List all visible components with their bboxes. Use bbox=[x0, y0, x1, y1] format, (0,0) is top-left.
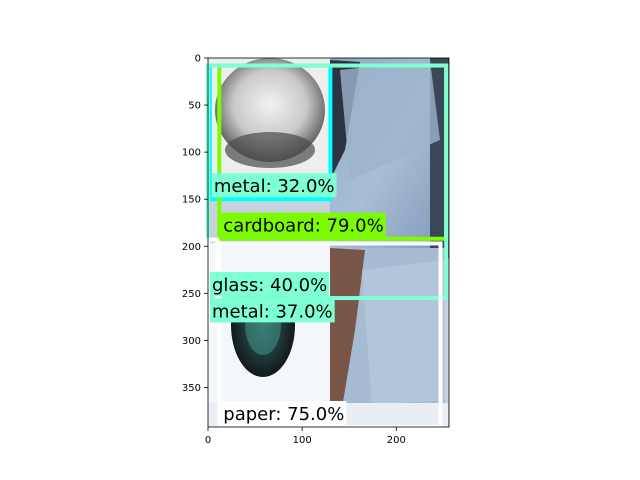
image-panel: metal: 32.0% cardboard: 79.0% glass: 40.0%… bbox=[182, 54, 450, 446]
y-tick-label: 200 bbox=[182, 242, 201, 253]
detection-labels: metal: 32.0% cardboard: 79.0% glass: 40.0%… bbox=[210, 173, 386, 425]
detection-label-bg bbox=[210, 298, 335, 323]
y-tick-label: 300 bbox=[182, 336, 201, 347]
photo-background bbox=[208, 58, 449, 427]
x-tick-label: 0 bbox=[205, 435, 211, 446]
y-tick-label: 350 bbox=[182, 383, 201, 394]
detection-label-bg bbox=[221, 401, 347, 425]
detection-label-glass: glass: 40.0% bbox=[212, 275, 327, 296]
detection-label-cardboard: cardboard: 79.0% bbox=[223, 216, 383, 237]
x-tick-label: 200 bbox=[387, 435, 406, 446]
y-axis: 0 50 100 150 200 250 300 350 bbox=[182, 54, 208, 394]
y-tick-label: 250 bbox=[182, 289, 201, 300]
y-tick-label: 50 bbox=[188, 101, 201, 112]
detection-label-metal: metal: 32.0% bbox=[214, 176, 335, 197]
y-tick-label: 100 bbox=[182, 148, 201, 159]
x-axis: 0 100 200 bbox=[205, 427, 406, 446]
detection-label-metal: metal: 37.0% bbox=[212, 301, 333, 322]
detection-label-bg bbox=[211, 173, 337, 198]
detection-label-bg bbox=[221, 212, 386, 237]
y-tick-label: 150 bbox=[182, 195, 201, 206]
axes-frame bbox=[207, 57, 450, 428]
x-tick-label: 100 bbox=[293, 435, 312, 446]
detection-label-paper: paper: 75.0% bbox=[223, 404, 344, 425]
detection-label-bg bbox=[210, 272, 330, 297]
y-tick-label: 0 bbox=[195, 54, 201, 65]
